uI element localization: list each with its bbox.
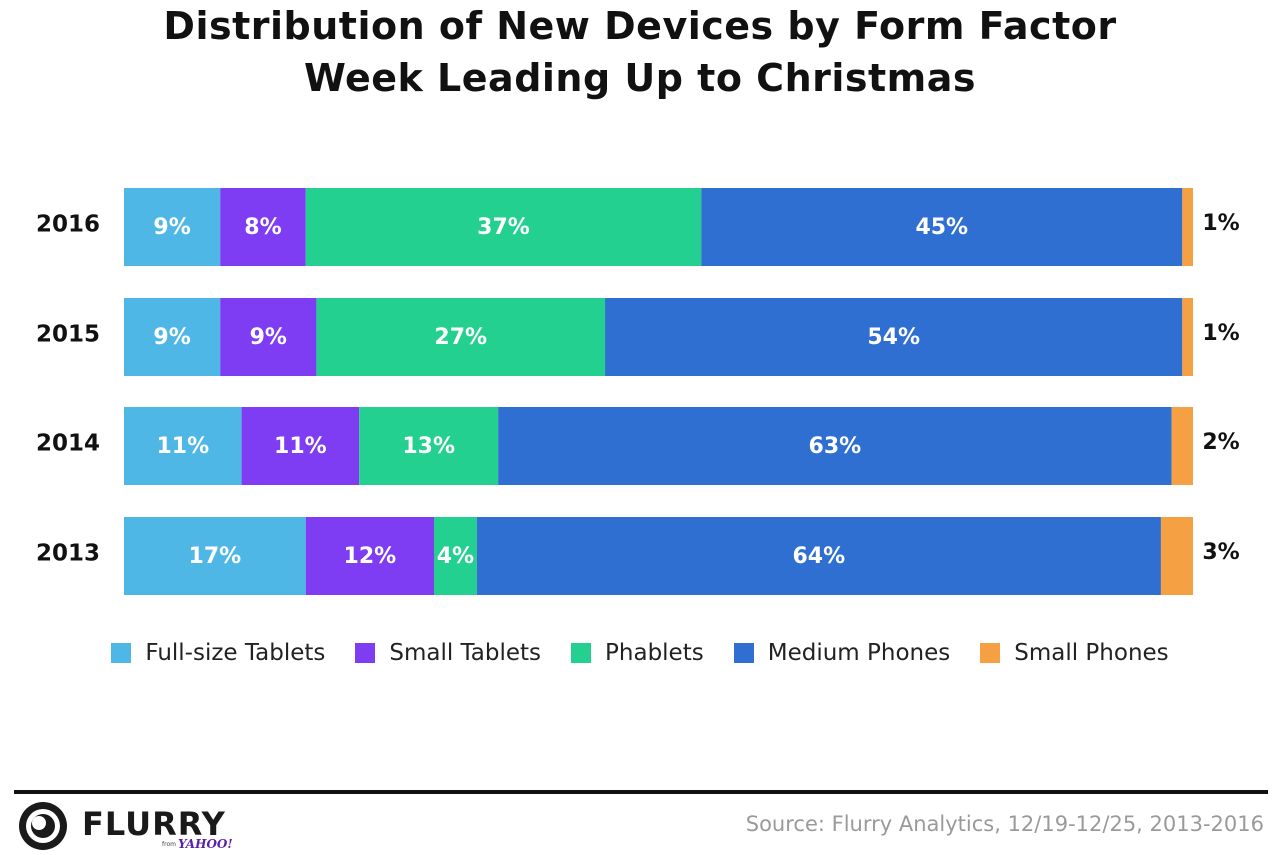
data-label-2015-medium-phones: 54% [867,325,920,350]
legend-swatch-full-size-tablets [111,643,132,663]
data-label-2016-medium-phones: 45% [915,215,968,240]
legend-swatch-small-phones [980,643,1001,663]
category-label-2013: 2013 [36,541,100,567]
data-label-2013-medium-phones: 64% [793,544,846,569]
bar-segment-2015-phablets [316,298,606,376]
legend-swatch-medium-phones [733,643,754,663]
legend-swatch-phablets [571,643,592,663]
source-note: Source: Flurry Analytics, 12/19-12/25, 2… [745,812,1264,836]
bar-segment-2013-phablets [434,517,477,595]
bar-segment-2015-small-phones [1182,298,1193,376]
bar-segment-2014-full-size-tablets [124,407,242,485]
data-label-2016-full-size-tablets: 9% [153,215,190,240]
flurry-logo-icon [19,802,67,850]
data-label-2014-small-tablets: 11% [274,434,327,459]
data-label-2013-phablets: 4% [437,544,474,569]
legend-label-medium-phones: Medium Phones [767,640,951,666]
bar-segment-2015-small-tablets [220,298,317,376]
bar-segment-2016-full-size-tablets [124,188,221,266]
legend-item-small-tablets: Small Tablets [355,640,541,666]
legend-label-small-phones: Small Phones [1014,640,1169,666]
legend-item-small-phones: Small Phones [980,640,1169,666]
flurry-logo-from: from [162,841,176,848]
legend-item-phablets: Phablets [571,640,704,666]
footer-divider [14,790,1268,794]
bar-segment-2013-medium-phones [476,517,1161,595]
bar-segment-2013-small-tablets [305,517,435,595]
flurry-logo: FLURRY from YAHOO! [16,799,256,853]
bar-segment-2014-phablets [359,407,499,485]
bar-segment-2016-small-tablets [220,188,306,266]
data-label-2014-small-phones: 2% [1202,430,1239,455]
data-label-2015-phablets: 27% [434,325,487,350]
category-label-2015: 2015 [36,322,100,348]
bar-segment-2013-full-size-tablets [124,517,306,595]
legend-swatch-small-tablets [355,643,376,663]
legend-label-phablets: Phablets [605,640,704,666]
data-label-2013-full-size-tablets: 17% [189,544,242,569]
chart-title: Distribution of New Devices by Form Fact… [163,4,1117,48]
legend-label-small-tablets: Small Tablets [389,640,542,666]
data-label-2015-small-phones: 1% [1202,321,1239,346]
data-label-2013-small-tablets: 12% [344,544,397,569]
data-label-2014-full-size-tablets: 11% [156,434,209,459]
bar-segment-2014-small-phones [1171,407,1193,485]
chart-legend: Full-size Tablets Small Tablets Phablets Me… [0,640,1280,666]
bar-segment-2016-small-phones [1182,188,1193,266]
bar-segment-2016-phablets [305,188,702,266]
data-label-2014-medium-phones: 63% [809,434,862,459]
chart-subtitle: Week Leading Up to Christmas [303,56,977,100]
bar-segment-2013-small-phones [1160,517,1193,595]
chart-title-block: Distribution of New Devices by Form Fact… [0,0,1280,104]
data-label-2014-phablets: 13% [402,434,455,459]
legend-item-full-size-tablets: Full-size Tablets [111,640,325,666]
bar-segment-2015-full-size-tablets [124,298,221,376]
data-label-2015-small-tablets: 9% [250,325,287,350]
legend-item-medium-phones: Medium Phones [733,640,951,666]
data-label-2015-full-size-tablets: 9% [153,325,190,350]
category-label-2014: 2014 [36,431,100,457]
bar-segment-2014-small-tablets [241,407,360,485]
data-label-2016-small-tablets: 8% [244,215,281,240]
flurry-logo-wordmark: FLURRY [82,805,226,843]
bar-segment-2014-medium-phones [498,407,1172,485]
legend-label-full-size-tablets: Full-size Tablets [145,640,326,666]
data-label-2016-small-phones: 1% [1202,211,1239,236]
yahoo-logo-text: YAHOO! [178,837,233,851]
category-label-2016: 2016 [36,212,100,238]
stacked-bar-chart: 2016 9% 8% 37% 45% 1% 2015 9% 9% 27% 54% 1% 2014 11% 1… [36,188,1240,595]
bar-segment-2015-medium-phones [605,298,1183,376]
data-label-2013-small-phones: 3% [1202,540,1239,565]
bar-segment-2016-medium-phones [701,188,1183,266]
data-label-2016-phablets: 37% [477,215,530,240]
